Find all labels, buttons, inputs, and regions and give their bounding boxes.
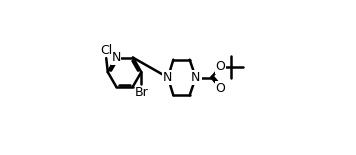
Text: O: O	[216, 82, 226, 95]
Text: Cl: Cl	[100, 44, 112, 57]
Text: N: N	[191, 71, 200, 84]
Text: Br: Br	[135, 86, 148, 99]
Text: N: N	[111, 51, 121, 64]
Text: O: O	[216, 60, 226, 73]
Text: N: N	[163, 71, 173, 84]
